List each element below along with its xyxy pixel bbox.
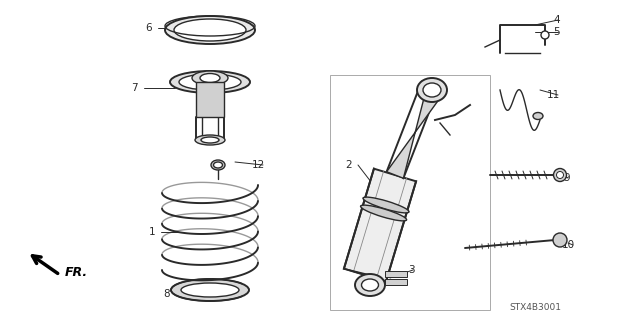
Ellipse shape	[557, 172, 563, 179]
Text: 11: 11	[547, 90, 560, 100]
Bar	[385, 279, 407, 285]
Ellipse shape	[363, 197, 409, 213]
Ellipse shape	[170, 71, 250, 93]
Ellipse shape	[355, 274, 385, 296]
Text: FR.: FR.	[65, 265, 88, 278]
Text: 12: 12	[252, 160, 265, 170]
Text: 3: 3	[408, 265, 415, 275]
Ellipse shape	[541, 31, 549, 39]
Bar	[385, 271, 407, 277]
Ellipse shape	[211, 160, 225, 170]
Ellipse shape	[181, 283, 239, 297]
Ellipse shape	[214, 162, 223, 168]
Text: 4: 4	[554, 15, 560, 25]
Text: 5: 5	[554, 27, 560, 37]
Ellipse shape	[200, 73, 220, 83]
Text: 10: 10	[562, 240, 575, 250]
Ellipse shape	[171, 279, 249, 301]
Ellipse shape	[174, 19, 246, 41]
Text: 9: 9	[563, 173, 570, 183]
Polygon shape	[387, 98, 440, 178]
Ellipse shape	[423, 83, 441, 97]
Ellipse shape	[165, 16, 255, 44]
Text: 7: 7	[131, 83, 138, 93]
Ellipse shape	[179, 74, 241, 90]
Ellipse shape	[362, 279, 378, 291]
Ellipse shape	[195, 135, 225, 145]
Ellipse shape	[192, 71, 228, 85]
Polygon shape	[344, 169, 416, 281]
Text: STX4B3001: STX4B3001	[509, 303, 561, 313]
Bar	[330, 75, 490, 310]
Ellipse shape	[554, 168, 566, 182]
Ellipse shape	[417, 78, 447, 102]
Text: 6: 6	[145, 23, 152, 33]
Ellipse shape	[533, 113, 543, 120]
Ellipse shape	[553, 233, 567, 247]
Polygon shape	[344, 269, 386, 295]
Ellipse shape	[360, 205, 406, 221]
Ellipse shape	[201, 137, 219, 143]
Bar	[196, 82, 224, 117]
Text: 2: 2	[346, 160, 352, 170]
Text: 1: 1	[148, 227, 155, 237]
Text: 8: 8	[163, 289, 170, 299]
